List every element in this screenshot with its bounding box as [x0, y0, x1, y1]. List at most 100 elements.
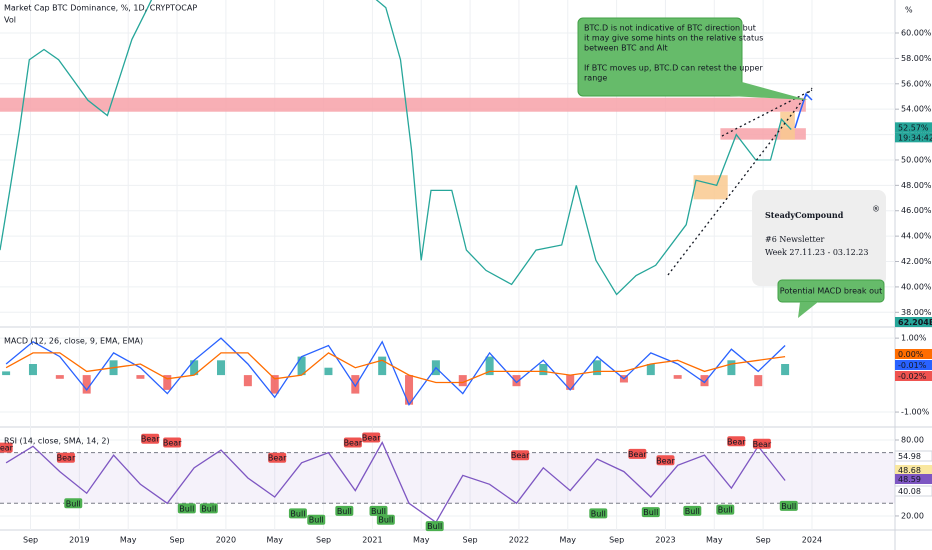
price-marker-label: 54.98	[898, 452, 921, 461]
histogram-bar	[297, 356, 306, 376]
x-tick-label: May	[559, 536, 576, 545]
histogram-bar	[566, 375, 575, 390]
price-marker-label: 48.59	[898, 475, 921, 484]
signal	[268, 452, 287, 463]
overlay-layer: Market Cap BTC Dominance, %, 1D, CRYPTOC…	[0, 4, 932, 532]
histogram-bar	[405, 375, 414, 405]
x-tick-label: May	[266, 536, 283, 545]
callout-box	[577, 17, 743, 97]
callout-box	[777, 279, 885, 303]
signal-label: Bull	[378, 516, 393, 525]
x-tick-label: Sep	[756, 536, 771, 545]
x-tick-label: Sep	[23, 536, 38, 545]
histogram-bar	[2, 371, 11, 376]
series-line	[5, 441, 786, 524]
projection-arrow	[794, 92, 813, 129]
histogram-bar	[673, 375, 682, 379]
trendline	[721, 89, 813, 137]
signal	[0, 442, 13, 453]
histogram-bar	[754, 375, 763, 387]
signal-label: Bear	[753, 440, 772, 449]
signal-label: Bull	[685, 507, 700, 516]
signal-label: Bull	[781, 502, 796, 511]
price-marker	[894, 485, 932, 497]
pane-title: MACD (12, 26, close, 9, EMA, EMA)	[4, 337, 143, 346]
axis-unit: %	[905, 6, 913, 15]
zone	[720, 128, 806, 140]
histogram-bar	[28, 364, 37, 376]
price-marker	[895, 371, 932, 381]
pane	[0, 0, 806, 296]
signal	[369, 505, 388, 516]
y-tick-label: 56.00%	[901, 79, 932, 88]
signal-label: Bull	[591, 509, 606, 518]
y-tick-label: -1.00%	[901, 408, 930, 417]
signal	[199, 503, 218, 514]
signal-label: Bear	[344, 439, 363, 448]
signal-label: Bear	[57, 454, 76, 463]
x-tick-label: 2020	[216, 536, 236, 545]
series-line	[0, 0, 792, 296]
callout-text: If BTC moves up, BTC.D can retest the up…	[584, 64, 763, 73]
price-marker-label: 52.57%	[898, 123, 929, 132]
x-tick-label: Sep	[316, 536, 331, 545]
x-tick-label: Sep	[170, 536, 185, 545]
signal-label: Bull	[179, 504, 194, 513]
x-tick-label: 2023	[655, 536, 675, 545]
histogram-bar	[217, 360, 226, 376]
signal-label: Bull	[643, 508, 658, 517]
signal	[376, 514, 395, 525]
signal	[641, 507, 660, 518]
signal	[64, 498, 83, 509]
signal	[288, 508, 307, 519]
signal-label: Bear	[362, 433, 381, 442]
y-tick-label: 80.00	[901, 436, 924, 445]
x-tick-label: 2019	[69, 536, 89, 545]
callout-text: it may give some hints on the relative s…	[584, 34, 763, 43]
histogram-bar	[458, 375, 467, 387]
signal	[589, 508, 608, 519]
y-tick-label: 58.00%	[901, 54, 932, 63]
brand-box	[752, 190, 886, 286]
signal	[716, 504, 735, 515]
callout-tail	[730, 82, 808, 100]
histogram-bar	[646, 364, 655, 376]
signal	[163, 437, 182, 448]
signal-label: Bull	[718, 506, 733, 515]
signal-label: Bull	[371, 507, 386, 516]
histogram-bar	[539, 364, 548, 376]
signal	[628, 448, 647, 459]
histogram-bar	[136, 375, 145, 379]
signal-label: Bear	[656, 456, 675, 465]
y-tick-label: 1.00%	[901, 334, 927, 343]
signal	[141, 433, 160, 444]
brand-name: SteadyCompound	[765, 210, 844, 220]
callout-text: BTC.D is not indicative of BTC direction…	[584, 24, 756, 33]
pane-title: RSI (14, close, SMA, 14, 2)	[4, 437, 110, 446]
y-tick-label: 40.00%	[901, 282, 932, 291]
histogram-bar	[378, 356, 387, 376]
histogram-bar	[781, 364, 790, 376]
price-marker-label: 48.68	[898, 466, 921, 475]
signal	[307, 514, 326, 525]
histogram-bar	[351, 375, 360, 394]
signal-label: Bull	[66, 499, 81, 508]
x-tick-label: 2022	[509, 536, 529, 545]
callout-text: between BTC and Alt	[584, 44, 668, 53]
price-marker	[894, 450, 932, 462]
signal-label: Bear	[511, 451, 530, 460]
price-marker	[895, 465, 932, 475]
signal	[683, 505, 702, 516]
callout-text: Potential MACD break out	[780, 287, 882, 296]
y-tick-label: 48.00%	[901, 181, 932, 190]
price-marker	[895, 360, 932, 370]
histogram-bar	[82, 375, 91, 394]
histogram-bar	[324, 367, 333, 376]
signal-label: Bear	[628, 450, 647, 459]
x-tick-label: May	[413, 536, 430, 545]
x-tick-label: Sep	[463, 536, 478, 545]
zone	[693, 175, 728, 200]
signal	[779, 500, 798, 511]
y-tick-label: 50.00%	[901, 155, 932, 164]
price-marker-label: 0.00%	[898, 350, 924, 359]
